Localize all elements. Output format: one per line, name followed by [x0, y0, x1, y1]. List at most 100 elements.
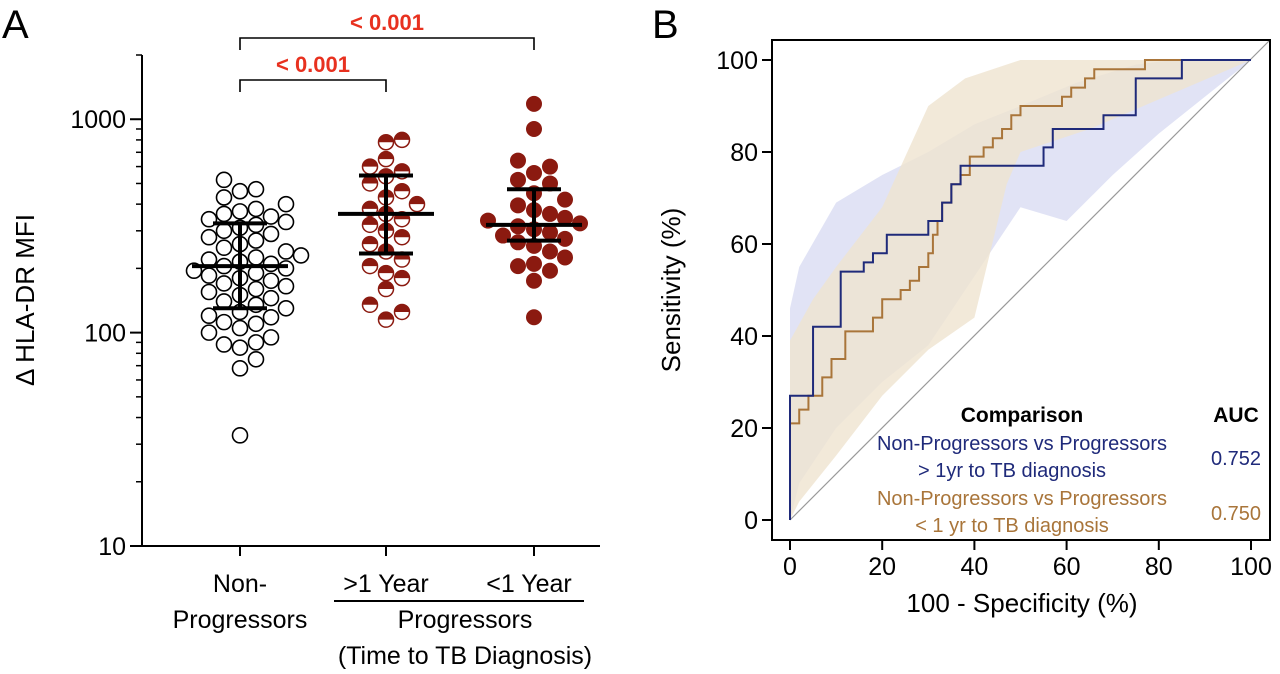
data-point-nonprog — [262, 329, 280, 346]
data-point-gt1-top-half — [362, 217, 378, 225]
data-point-gt1 — [377, 150, 395, 168]
data-point-gt1 — [377, 264, 395, 282]
data-point-nonprog — [231, 427, 249, 444]
data-point-nonprog — [231, 339, 249, 356]
data-point-nonprog — [262, 308, 280, 326]
data-point-nonprog — [277, 300, 295, 317]
legend-gold-line1: Non-Progressors vs Progressors — [877, 488, 1167, 510]
data-point-nonprog — [200, 210, 218, 228]
panel-b-y-tick-label: 60 — [730, 231, 758, 259]
panel-b-x-tick-label: 80 — [1145, 553, 1173, 581]
data-point-nonprog — [215, 239, 233, 257]
data-point-lt1 — [557, 191, 573, 208]
significance-bracket — [239, 37, 535, 50]
data-point-lt1 — [557, 249, 573, 266]
significance-bracket — [239, 79, 387, 92]
data-point-nonprog — [262, 225, 280, 243]
data-point-nonprog — [247, 232, 265, 249]
data-point-nonprog — [262, 289, 280, 307]
data-point-lt1 — [542, 243, 558, 260]
data-point-nonprog — [247, 350, 265, 368]
panel-a-letter: A — [2, 3, 29, 47]
data-point-nonprog — [200, 283, 218, 301]
data-point-nonprog — [215, 205, 233, 223]
significance-p-value: < 0.001 — [350, 10, 424, 35]
data-point-lt1 — [526, 272, 542, 289]
data-point-nonprog — [277, 213, 295, 231]
data-point-nonprog — [292, 247, 310, 264]
legend-blue-line2: > 1yr to TB diagnosis — [918, 460, 1106, 482]
data-point-lt1 — [510, 152, 526, 169]
reference-diagonal — [789, 39, 1271, 521]
data-point-gt1-top-half — [378, 312, 394, 320]
data-point-nonprog — [277, 195, 295, 213]
data-point-lt1 — [542, 205, 558, 222]
panel-a-chart: Δ HLA-DR MFI 10 100 1000 < 0.001< 0.001 No… — [10, 10, 600, 670]
legend-blue-line1: Non-Progressors vs Progressors — [877, 433, 1167, 455]
data-point-gt1-top-half — [362, 297, 378, 305]
data-point-lt1 — [526, 95, 542, 112]
progressors-group-sublabel: (Time to TB Diagnosis) — [338, 642, 592, 670]
data-point-gt1 — [377, 311, 395, 328]
data-point-gt1 — [393, 182, 411, 200]
data-point-gt1-top-half — [362, 159, 378, 167]
category-label-lt1: <1 Year — [486, 570, 572, 598]
roc-curve-blue — [789, 59, 1251, 520]
panel-b-x-tick-label: 100 — [1230, 553, 1272, 581]
data-point-gt1-top-half — [362, 258, 378, 267]
data-point-gt1 — [361, 216, 379, 234]
legend-header-auc: AUC — [1213, 404, 1259, 427]
data-point-nonprog — [215, 275, 233, 292]
data-point-nonprog — [200, 307, 218, 325]
data-point-lt1 — [526, 255, 542, 272]
panel-b-x-tick-label: 40 — [960, 553, 988, 581]
panel-a-y-tick-label: 10 — [98, 533, 126, 561]
data-point-nonprog — [200, 267, 218, 284]
data-point-gt1-top-half — [378, 134, 394, 143]
panel-a-y-tick-label: 100 — [84, 320, 126, 348]
data-point-lt1 — [526, 309, 542, 326]
panel-b-y-tick-label: 40 — [730, 323, 758, 351]
data-point-gt1-top-half — [409, 196, 425, 205]
panel-b-x-axis-label: 100 - Specificity (%) — [906, 588, 1137, 618]
data-point-lt1 — [510, 197, 526, 214]
panel-a-y-tick-label: 1000 — [70, 106, 126, 134]
data-point-gt1 — [361, 296, 379, 314]
data-point-nonprog — [200, 228, 218, 246]
data-point-gt1 — [361, 257, 379, 275]
data-point-nonprog — [277, 260, 295, 277]
data-point-gt1 — [377, 134, 395, 151]
data-point-gt1-top-half — [378, 281, 394, 290]
data-point-nonprog — [200, 324, 218, 341]
significance-p-value: < 0.001 — [276, 52, 350, 77]
panel-b-y-tick-label: 20 — [730, 415, 758, 443]
data-point-lt1 — [510, 258, 526, 275]
data-point-gt1 — [377, 280, 395, 298]
data-point-gt1 — [393, 269, 411, 287]
panel-a-y-axis-label: Δ HLA-DR MFI — [10, 214, 40, 386]
category-label-nonprog-line2: Progressors — [173, 606, 308, 634]
data-point-nonprog — [277, 243, 295, 260]
panel-b-x-tick-label: 60 — [1053, 553, 1081, 581]
data-point-gt1 — [408, 195, 426, 213]
data-point-nonprog — [277, 277, 295, 295]
panel-b-chart: 0 20 40 60 80 100 0 20 40 60 80 100 100 - Specifici… — [656, 39, 1272, 618]
data-point-nonprog — [231, 360, 249, 377]
data-point-nonprog — [247, 334, 265, 351]
confidence-band-gold — [790, 60, 1251, 520]
data-point-gt1-top-half — [394, 229, 410, 238]
data-point-nonprog — [231, 203, 249, 220]
data-point-nonprog — [231, 319, 249, 337]
data-point-gt1-top-half — [378, 265, 394, 274]
data-point-gt1-top-half — [362, 201, 378, 209]
data-point-nonprog — [215, 171, 233, 189]
panel-b-x-tick-label: 0 — [783, 553, 797, 581]
data-point-nonprog — [262, 272, 280, 290]
data-point-gt1-top-half — [394, 163, 410, 172]
data-point-gt1 — [393, 303, 411, 321]
data-point-gt1-top-half — [362, 236, 378, 245]
panel-b-x-tick-label: 20 — [868, 553, 896, 581]
data-point-nonprog — [247, 180, 265, 198]
data-point-nonprog — [231, 182, 249, 200]
